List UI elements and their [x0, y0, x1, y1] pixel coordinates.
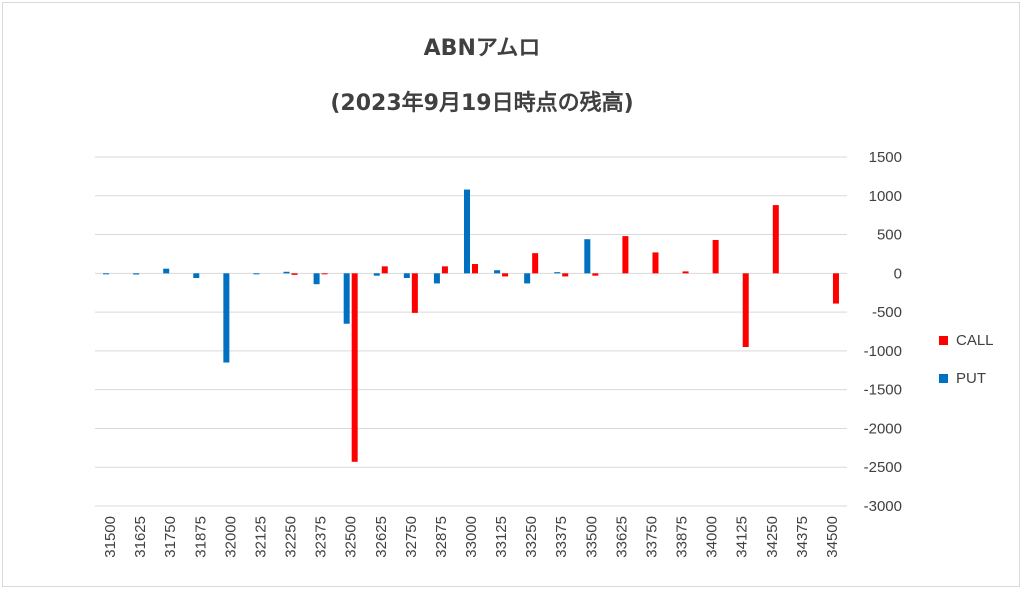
bar-call-33375	[562, 273, 569, 277]
x-tick-label: 32875	[433, 516, 450, 558]
bar-put-31500	[103, 273, 110, 275]
y-tick-label: -1000	[864, 343, 902, 360]
bar-put-32875	[433, 273, 440, 284]
x-tick-label: 33500	[583, 516, 600, 558]
bar-call-32875	[441, 266, 448, 274]
bar-put-32125	[253, 273, 260, 275]
x-tick-label: 34000	[704, 516, 721, 558]
x-tick-label: 34375	[794, 516, 811, 558]
x-tick-label: 33000	[463, 516, 480, 558]
bar-put-33500	[584, 239, 591, 274]
bar-call-32375	[321, 273, 328, 275]
x-tick-label: 31750	[162, 516, 179, 558]
legend-swatch-put	[939, 374, 948, 383]
bar-call-34125	[742, 273, 749, 348]
bar-call-33750	[652, 252, 659, 274]
bar-put-33375	[554, 272, 561, 274]
bar-put-33250	[524, 273, 531, 284]
bar-call-33250	[532, 253, 539, 274]
y-tick-label: -500	[872, 304, 902, 321]
y-tick-label: 1000	[869, 188, 902, 205]
x-tick-label: 32500	[343, 516, 360, 558]
gridlines	[95, 156, 847, 507]
x-tick-label: 32000	[222, 516, 239, 558]
bar-call-32750	[411, 273, 418, 313]
y-tick-label: -1500	[864, 382, 902, 399]
x-tick-label: 34250	[764, 516, 781, 558]
bar-call-33000	[472, 264, 478, 274]
bar-put-32500	[343, 273, 350, 324]
legend-label-put: PUT	[956, 370, 986, 387]
x-tick-label: 32375	[313, 516, 330, 558]
bar-call-33875	[682, 271, 689, 274]
bar-put-33125	[494, 270, 501, 274]
x-tick-label: 31625	[132, 516, 149, 558]
chart-title: ABNアムロ	[424, 36, 541, 61]
y-tick-label: 1500	[869, 149, 902, 166]
x-tick-label: 33625	[613, 516, 630, 558]
x-tick-label: 33875	[674, 516, 691, 558]
x-tick-label: 31500	[102, 516, 119, 558]
x-tick-label: 32625	[373, 516, 390, 558]
x-tick-label: 33375	[553, 516, 570, 558]
bar-call-33625	[622, 236, 629, 274]
chart-subtitle: (2023年9月19日時点の残高)	[330, 90, 633, 116]
bar-call-32500	[351, 273, 358, 462]
x-tick-label: 33250	[523, 516, 540, 558]
x-tick-label: 32250	[283, 516, 300, 558]
bar-put-32625	[373, 273, 380, 276]
bar-call-32250	[291, 273, 298, 275]
bar-call-33125	[502, 273, 509, 277]
y-axis-ticks: 1500 1000 500 0 -500 -1000 -1500 -2000 -2500 -300…	[864, 149, 902, 515]
x-tick-label: 33750	[643, 516, 660, 558]
y-tick-label: -3000	[864, 498, 902, 515]
x-tick-label: 32125	[252, 516, 269, 558]
y-tick-label: 500	[877, 227, 902, 244]
bar-call-34250	[772, 205, 779, 274]
legend: CALL PUT	[939, 332, 994, 387]
y-tick-label: -2000	[864, 420, 902, 437]
legend-label-call: CALL	[956, 332, 994, 349]
bar-put-31750	[163, 268, 170, 274]
bar-put-32250	[283, 271, 290, 274]
x-tick-label: 32750	[403, 516, 420, 558]
bars	[103, 189, 839, 462]
bar-call-32625	[381, 266, 388, 274]
x-axis-ticks: 31500 31625 31750 31875 32000 32125 32250 32375…	[102, 516, 841, 558]
bar-call-34500	[832, 273, 839, 304]
bar-put-31875	[193, 273, 200, 278]
x-tick-label: 34500	[824, 516, 841, 558]
y-tick-label: -2500	[864, 459, 902, 476]
x-tick-label: 33125	[493, 516, 510, 558]
legend-swatch-call	[939, 336, 948, 345]
bar-put-31625	[133, 273, 140, 275]
bar-put-32000	[223, 273, 230, 363]
bar-put-32375	[313, 273, 320, 285]
bar-call-34000	[712, 239, 719, 274]
y-tick-label: 0	[894, 265, 902, 282]
bar-put-33000	[464, 189, 470, 274]
x-tick-label: 34125	[734, 516, 751, 558]
bar-put-32750	[403, 273, 410, 278]
x-tick-label: 31875	[192, 516, 209, 558]
bar-call-33500	[592, 273, 599, 276]
